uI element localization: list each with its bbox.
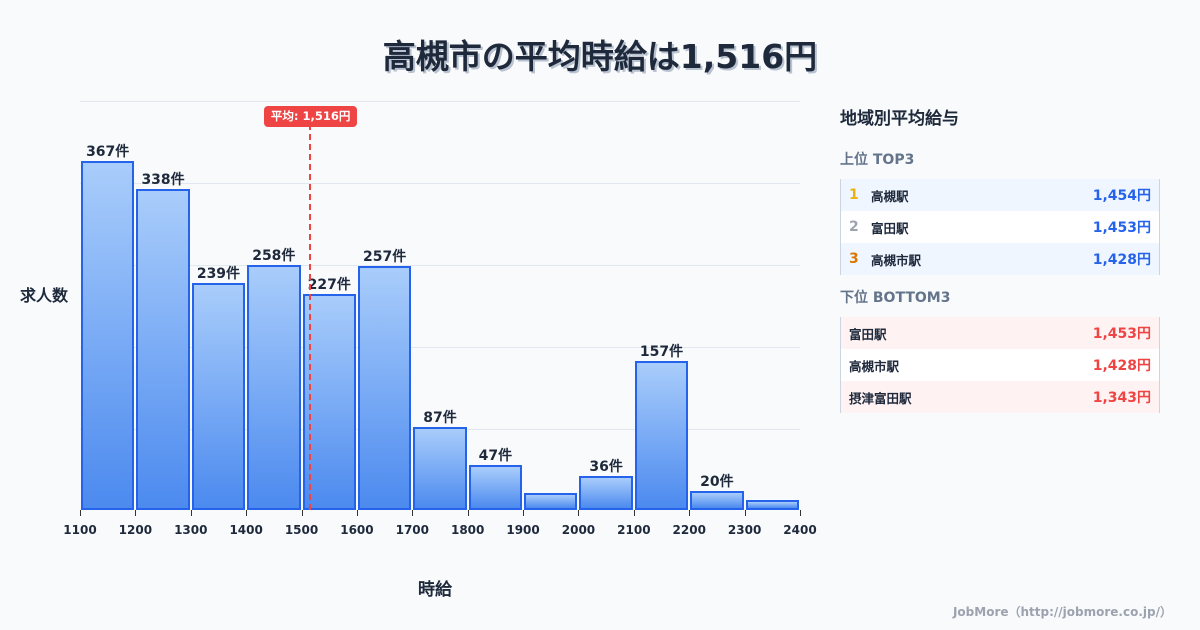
salary-value: 1,343円 (1092, 390, 1151, 406)
page-title: 高槻市の平均時給は1,516円 (382, 37, 818, 76)
x-tick (744, 510, 746, 516)
y-axis-label: 求人数 (20, 286, 69, 305)
x-tick (800, 510, 801, 516)
bar-value-label: 87件 (423, 410, 457, 426)
panel-title: 地域別平均給与 (840, 109, 959, 129)
grid-line (80, 347, 800, 348)
station-name: 摂津富田駅 (849, 390, 912, 406)
station-name: 富田駅 (871, 220, 909, 236)
x-tick-label: 1300 (174, 523, 208, 537)
bar-value-label: 36件 (589, 459, 623, 475)
histogram-bar (468, 465, 523, 510)
table-row: 1 高槻駅 1,454円 (841, 179, 1159, 211)
histogram-bar (745, 500, 799, 510)
table-row: 2 富田駅 1,453円 (841, 211, 1159, 243)
x-tick-label: 2400 (783, 523, 817, 537)
station-name: 高槻市駅 (871, 252, 922, 268)
rank-number: 1 (849, 187, 859, 203)
x-tick-label: 1700 (395, 523, 429, 537)
average-line (309, 124, 312, 510)
bar-value-label: 367件 (86, 144, 130, 160)
salary-value: 1,428円 (1092, 358, 1151, 374)
salary-value: 1,428円 (1092, 252, 1151, 268)
bar-value-label: 239件 (196, 266, 241, 282)
histogram-bar (302, 294, 356, 510)
station-name: 高槻駅 (871, 188, 909, 204)
histogram-chart: 求人数 時給 367件 338件 239件 258件 227件 257件 87件 47件 36件… (20, 101, 817, 600)
x-tick (301, 510, 303, 516)
histogram-bar (579, 476, 633, 510)
table-row: 摂津富田駅 1,343円 (841, 381, 1159, 413)
salary-value: 1,453円 (1092, 326, 1151, 342)
x-tick (689, 510, 691, 516)
x-tick-label: 1800 (450, 523, 485, 537)
salary-value: 1,453円 (1092, 220, 1151, 236)
x-tick-label: 2100 (617, 523, 651, 537)
x-tick (633, 510, 635, 516)
histogram-bar (136, 189, 190, 510)
bottom3-table: 富田駅 1,453円 高槻市駅 1,428円 摂津富田駅 1,343円 (840, 317, 1160, 413)
x-tick-label: 1500 (284, 523, 319, 537)
bar-value-label: 47件 (478, 448, 513, 464)
histogram-bar (247, 265, 301, 510)
table-row: 3 高槻市駅 1,428円 (841, 243, 1159, 275)
x-tick (135, 510, 137, 516)
histogram-bar (634, 361, 689, 510)
top3-table: 1 高槻駅 1,454円 2 富田駅 1,453円 3 高槻市駅 1,428円 (840, 179, 1160, 275)
histogram-bar (690, 491, 744, 510)
histogram-bar (524, 493, 578, 510)
histogram-bar (191, 283, 246, 510)
bar-value-label: 257件 (362, 249, 407, 265)
bottom3-heading: 下位 BOTTOM3 (840, 290, 951, 306)
table-row: 高槻市駅 1,428円 (841, 349, 1159, 381)
table-row: 富田駅 1,453円 (841, 317, 1159, 349)
bar-value-label: 227件 (307, 277, 351, 293)
x-tick-label: 2000 (561, 523, 596, 537)
x-tick (578, 510, 580, 516)
grid-line (80, 101, 800, 102)
grid-line (80, 265, 800, 266)
x-tick (356, 510, 358, 516)
average-badge: 平均: 1,516円 (263, 106, 358, 127)
x-tick-label: 1600 (340, 523, 374, 537)
x-tick (523, 510, 525, 516)
salary-value: 1,454円 (1092, 188, 1151, 204)
station-name: 富田駅 (849, 326, 887, 342)
x-tick-label: 1400 (229, 523, 263, 537)
histogram-bar (81, 161, 135, 510)
x-tick (246, 510, 248, 516)
regional-salary-panel: 地域別平均給与 上位 TOP3 1 高槻駅 1,454円 2 富田駅 1,453… (840, 100, 1160, 425)
x-tick-label: 1900 (506, 523, 540, 537)
rank-number: 3 (849, 251, 859, 267)
footer-credit: JobMore（http://jobmore.co.jp/） (952, 605, 1172, 619)
x-tick-label: 1200 (118, 523, 153, 537)
bar-value-label: 258件 (252, 248, 296, 264)
x-tick-label: 2200 (672, 523, 706, 537)
bar-value-label: 20件 (700, 474, 734, 490)
top3-heading: 上位 TOP3 (840, 152, 915, 168)
x-tick-label: 2300 (727, 523, 762, 537)
x-tick (467, 510, 469, 516)
rank-number: 2 (849, 219, 859, 235)
x-tick (190, 510, 192, 516)
x-tick (412, 510, 414, 516)
bar-value-label: 157件 (639, 344, 684, 360)
x-tick (80, 510, 81, 516)
x-axis-label: 時給 (418, 580, 452, 600)
x-tick-label: 1100 (63, 523, 97, 537)
bar-value-label: 338件 (141, 172, 185, 188)
histogram-bar (413, 427, 467, 510)
grid-line (80, 183, 800, 184)
histogram-bar (357, 266, 412, 510)
station-name: 高槻市駅 (849, 358, 900, 374)
